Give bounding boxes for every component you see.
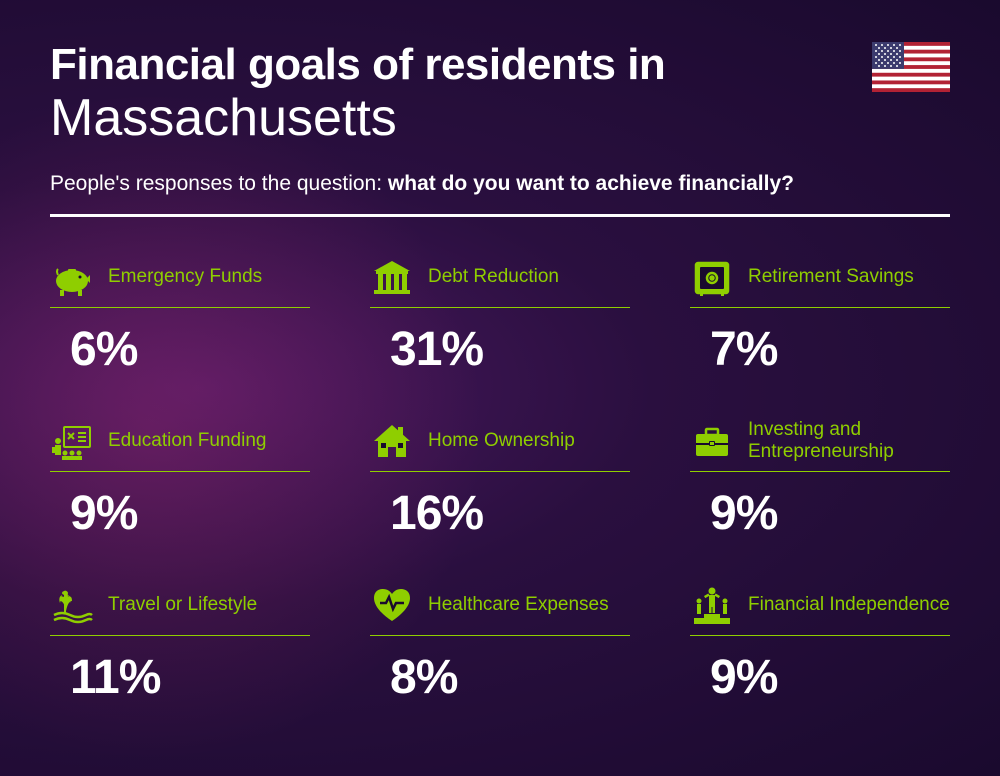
goal-percent: 6% bbox=[70, 322, 310, 377]
goal-percent: 16% bbox=[390, 486, 630, 541]
goal-label: Healthcare Expenses bbox=[428, 594, 609, 616]
goal-percent: 9% bbox=[710, 650, 950, 705]
title-line1: Financial goals of residents in bbox=[50, 40, 950, 90]
bank-icon bbox=[370, 255, 414, 299]
briefcase-icon bbox=[690, 419, 734, 463]
goal-label: Travel or Lifestyle bbox=[108, 594, 257, 616]
goal-item: Financial Independence 9% bbox=[690, 583, 950, 705]
education-icon bbox=[50, 419, 94, 463]
goal-percent: 31% bbox=[390, 322, 630, 377]
goal-item: Healthcare Expenses 8% bbox=[370, 583, 630, 705]
goal-label: Retirement Savings bbox=[748, 266, 914, 288]
goal-percent: 11% bbox=[70, 650, 310, 705]
goal-item: Investing and Entrepreneurship 9% bbox=[690, 419, 950, 541]
title-line2: Massachusetts bbox=[50, 88, 950, 148]
travel-icon bbox=[50, 583, 94, 627]
goal-item: Debt Reduction 31% bbox=[370, 255, 630, 377]
house-icon bbox=[370, 419, 414, 463]
goal-label: Investing and Entrepreneurship bbox=[748, 419, 950, 463]
subtitle-prefix: People's responses to the question: bbox=[50, 172, 388, 195]
piggy-bank-icon bbox=[50, 255, 94, 299]
goal-label: Debt Reduction bbox=[428, 266, 559, 288]
divider bbox=[50, 214, 950, 217]
goal-item: Education Funding 9% bbox=[50, 419, 310, 541]
goal-percent: 7% bbox=[710, 322, 950, 377]
subtitle: People's responses to the question: what… bbox=[50, 172, 950, 196]
independence-icon bbox=[690, 583, 734, 627]
subtitle-bold: what do you want to achieve financially? bbox=[388, 172, 794, 195]
goal-item: Retirement Savings 7% bbox=[690, 255, 950, 377]
safe-icon bbox=[690, 255, 734, 299]
goal-percent: 8% bbox=[390, 650, 630, 705]
goal-percent: 9% bbox=[70, 486, 310, 541]
header: Financial goals of residents in Massachu… bbox=[50, 40, 950, 217]
goals-grid: Emergency Funds 6% Debt Reduction 31% Re… bbox=[50, 255, 950, 705]
goal-item: Emergency Funds 6% bbox=[50, 255, 310, 377]
goal-item: Home Ownership 16% bbox=[370, 419, 630, 541]
goal-label: Education Funding bbox=[108, 430, 266, 452]
goal-percent: 9% bbox=[710, 486, 950, 541]
goal-label: Financial Independence bbox=[748, 594, 950, 616]
goal-label: Home Ownership bbox=[428, 430, 575, 452]
goal-item: Travel or Lifestyle 11% bbox=[50, 583, 310, 705]
goal-label: Emergency Funds bbox=[108, 266, 262, 288]
healthcare-icon bbox=[370, 583, 414, 627]
